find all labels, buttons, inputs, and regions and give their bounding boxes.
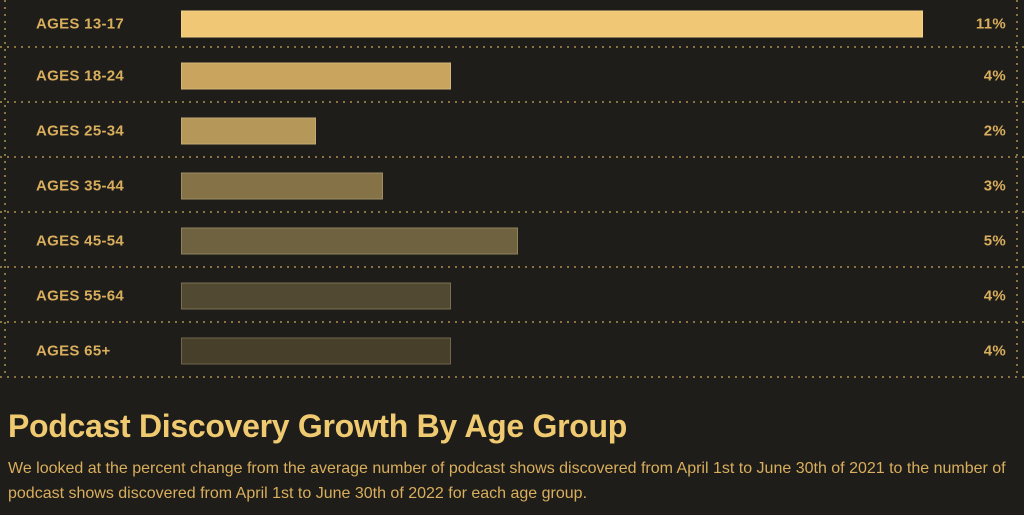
value-bar (181, 172, 383, 199)
value-bar (181, 62, 451, 89)
age-group-label: AGES 13-17 (36, 15, 125, 33)
percent-label: 2% (983, 122, 1006, 139)
value-bar (181, 227, 518, 254)
chart-row: AGES 55-64 4% (0, 268, 1024, 323)
chart-row: AGES 45-54 5% (0, 213, 1024, 268)
value-bar (181, 10, 923, 38)
age-group-label: AGES 45-54 (36, 232, 125, 249)
chart-row: AGES 13-17 11% (0, 0, 1024, 48)
percent-label: 4% (983, 67, 1006, 84)
right-dotted-border (1016, 0, 1018, 378)
value-bar (181, 282, 451, 309)
age-group-label: AGES 25-34 (36, 122, 125, 139)
percent-label: 11% (975, 15, 1006, 33)
age-group-label: AGES 35-44 (36, 177, 125, 194)
chart-row: AGES 65+ 4% (0, 323, 1024, 378)
age-group-label: AGES 55-64 (36, 287, 125, 304)
percent-label: 4% (983, 287, 1006, 304)
percent-label: 3% (983, 177, 1006, 194)
age-group-label: AGES 65+ (36, 342, 111, 359)
page-title: Podcast Discovery Growth By Age Group (8, 408, 627, 444)
percent-label: 4% (983, 342, 1006, 359)
left-dotted-border (4, 0, 6, 378)
value-bar (181, 337, 451, 364)
bar-chart: AGES 13-17 11% AGES 18-24 4% AGES 25-34 2% AGE… (0, 0, 1024, 378)
age-group-label: AGES 18-24 (36, 67, 125, 84)
chart-description: We looked at the percent change from the… (8, 460, 1006, 502)
value-bar (181, 117, 316, 144)
chart-row: AGES 25-34 2% (0, 103, 1024, 158)
percent-label: 5% (983, 232, 1006, 249)
chart-row: AGES 35-44 3% (0, 158, 1024, 213)
chart-rows: AGES 13-17 11% AGES 18-24 4% AGES 25-34 2% AGE… (0, 0, 1024, 378)
chart-row: AGES 18-24 4% (0, 48, 1024, 103)
